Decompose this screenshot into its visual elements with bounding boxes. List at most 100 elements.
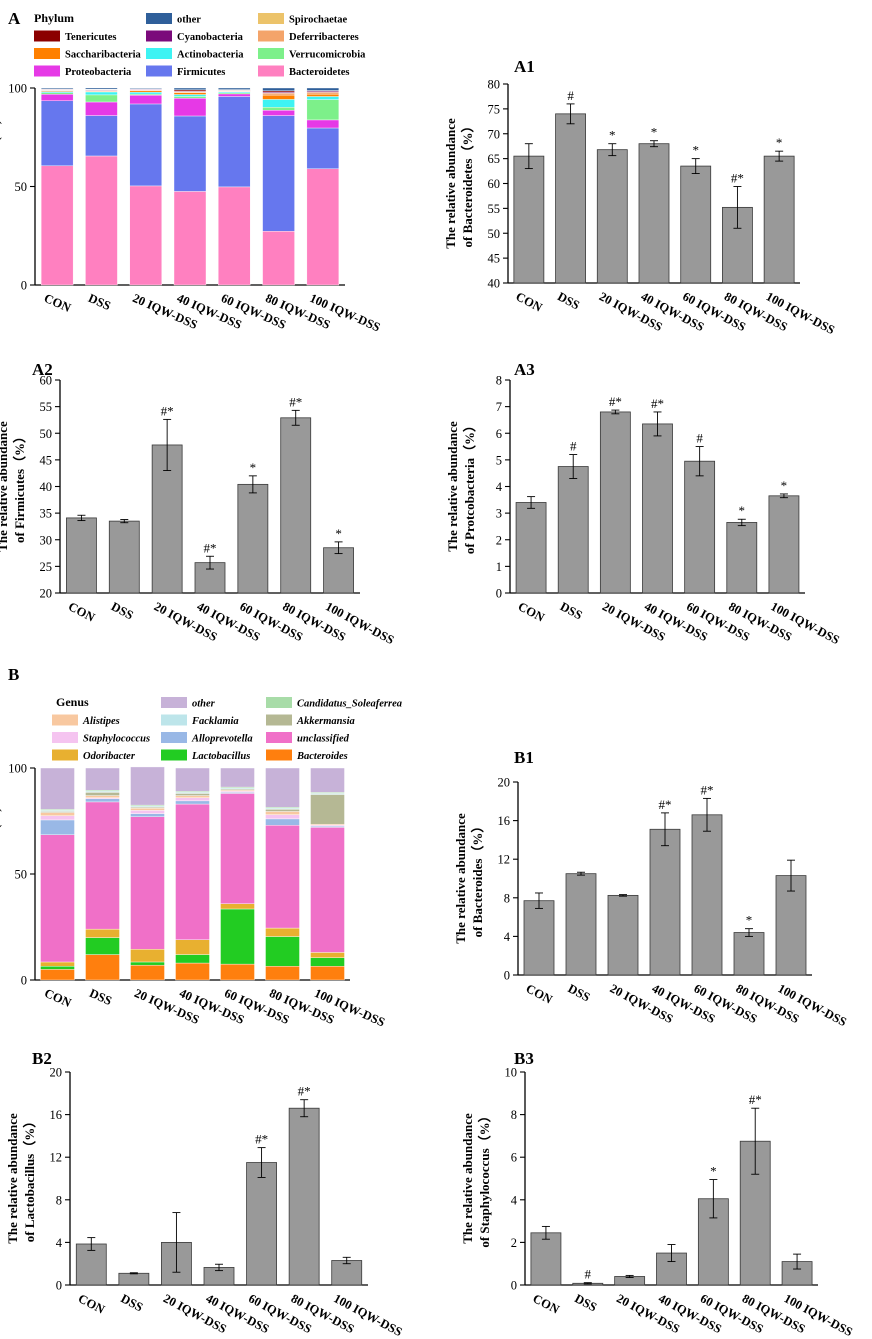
- significance-mark: *: [781, 478, 788, 493]
- significance-mark: #*: [701, 782, 714, 797]
- stack-segment-other: [173, 87, 207, 90]
- y-tick-label: 55: [488, 202, 501, 216]
- y-tick-label: 50: [488, 227, 501, 241]
- stack-segment-lactobacillus: [85, 937, 120, 955]
- legend-label: Proteobacteria: [65, 67, 132, 78]
- stack-segment-firmicutes: [218, 96, 251, 188]
- stack-segment-proteobacteria: [218, 93, 251, 97]
- y-axis-label: The relative abundance: [5, 1113, 20, 1244]
- x-tick-label: DSS: [118, 1291, 145, 1314]
- x-tick-label: CON: [42, 986, 73, 1010]
- bar: [607, 894, 639, 976]
- stack-segment-bacteroidetes: [40, 165, 74, 286]
- stack-segment-odoribacter: [265, 927, 300, 937]
- legend-swatch: [161, 714, 187, 726]
- y-axis-label: The relative abundance: [445, 421, 460, 552]
- bar: [680, 165, 712, 284]
- stack-segment-deferribacteres: [306, 92, 340, 95]
- legend-swatch: [146, 48, 172, 59]
- stack-segment-lactobacillus: [310, 957, 345, 967]
- stack-segment-proteobacteria: [129, 95, 162, 105]
- stack-segment-other: [129, 87, 162, 89]
- y-axis-label-B3: The relative abundance of Staphylococcus（…: [460, 1109, 492, 1247]
- y-tick-label: 0: [21, 279, 27, 293]
- y-tick-label: 60: [40, 374, 53, 388]
- legend-label: Alistipes: [82, 716, 120, 727]
- y-tick-label: 0: [511, 1279, 517, 1293]
- stack-segment-lactobacillus: [265, 936, 300, 967]
- y-tick-label: 4: [496, 480, 503, 494]
- significance-mark: #: [585, 1267, 592, 1282]
- significance-mark: *: [609, 128, 616, 143]
- significance-mark: #: [570, 439, 577, 454]
- stack-segment-verrucomicrobia: [40, 92, 74, 95]
- bars-A1: #* **#**: [513, 88, 795, 284]
- y-tick-label: 2: [496, 533, 502, 547]
- legend-label: unclassified: [297, 734, 350, 745]
- y-axis-label-A2: The relative abundance of Firmicutes（%）: [0, 421, 27, 552]
- bar: [726, 522, 758, 594]
- bar: [66, 517, 97, 594]
- significance-mark: #*: [161, 403, 174, 418]
- significance-mark: *: [776, 135, 783, 150]
- legend-swatch: [146, 65, 172, 77]
- stack-segment-firmicutes: [306, 127, 340, 169]
- significance-mark: *: [335, 526, 342, 541]
- legend-swatch: [52, 732, 78, 743]
- y-axis-label-B: Relative Abundance(%): [0, 807, 2, 940]
- chart-title-B1: B1: [514, 748, 534, 767]
- stack-segment-alloprevotella: [85, 798, 120, 803]
- y-tick-label: 20: [40, 587, 53, 601]
- y-tick-label: 60: [488, 177, 501, 191]
- significance-mark: #*: [651, 396, 664, 411]
- bars-B2: #* #*: [75, 1084, 363, 1286]
- y-tick-label: 50: [40, 427, 53, 441]
- stack-segment-other: [306, 87, 340, 91]
- bar: [555, 113, 586, 284]
- significance-mark: #*: [659, 797, 672, 812]
- stack-segment-firmicutes: [129, 103, 162, 187]
- y-tick-label: 4: [511, 1193, 518, 1207]
- legend-A: Phylum Tenericutes Saccharibacteria Proteob…: [34, 11, 366, 78]
- bars-A2: #* #* * #* *: [66, 394, 354, 594]
- stack-segment-other: [310, 767, 345, 793]
- legend-label: Bacteroidetes: [289, 67, 349, 78]
- y-tick-label: 4: [56, 1236, 63, 1250]
- panel-label-A: A: [8, 9, 21, 28]
- y-tick-label: 8: [56, 1193, 62, 1207]
- stack-segment-alistipes: [40, 812, 75, 816]
- legend-label: Bacteroides: [296, 751, 348, 762]
- x-tick-label: DSS: [86, 291, 113, 313]
- y-tick-label: 12: [50, 1151, 63, 1165]
- bars-A3: ##* #*#**: [515, 394, 800, 594]
- significance-mark: *: [250, 460, 257, 475]
- stack-segment-bacteroides: [85, 954, 120, 981]
- legend-swatch: [266, 749, 292, 761]
- y-tick-label: 75: [488, 102, 501, 116]
- significance-mark: *: [739, 503, 746, 518]
- y-axis-label: Rclative Abundance(%): [0, 120, 2, 253]
- legend-label: Firmicutes: [177, 67, 225, 78]
- stack-segment-bacteroidetes: [85, 155, 118, 286]
- stack-segment-unclassified: [85, 801, 120, 930]
- stack-segment-saccharibacteria: [306, 93, 340, 97]
- y-axis-label: of Bacteroidetes（%）: [460, 120, 475, 248]
- stack-segment-alistipes: [130, 808, 165, 811]
- stack-segment-staphylococcus: [130, 810, 165, 814]
- stack-segment-bacteroidetes: [129, 185, 162, 286]
- stack-segment-saccharibacteria: [173, 92, 207, 95]
- y-tick-label: 16: [50, 1108, 63, 1122]
- stack-segment-verrucomicrobia: [306, 99, 340, 121]
- y-tick-label: 8: [496, 374, 502, 388]
- stack-segment-other: [218, 87, 251, 90]
- legend-label: Actinobacteria: [177, 50, 244, 61]
- y-tick-label: 50: [15, 868, 28, 882]
- stack-segment-staphylococcus: [175, 797, 210, 802]
- chart-title-A3: A3: [514, 360, 535, 379]
- legend-label: Spirochaetae: [289, 15, 347, 26]
- stack-segment-tenericutes: [173, 89, 207, 92]
- y-axis-label: The relative abundance: [453, 813, 468, 944]
